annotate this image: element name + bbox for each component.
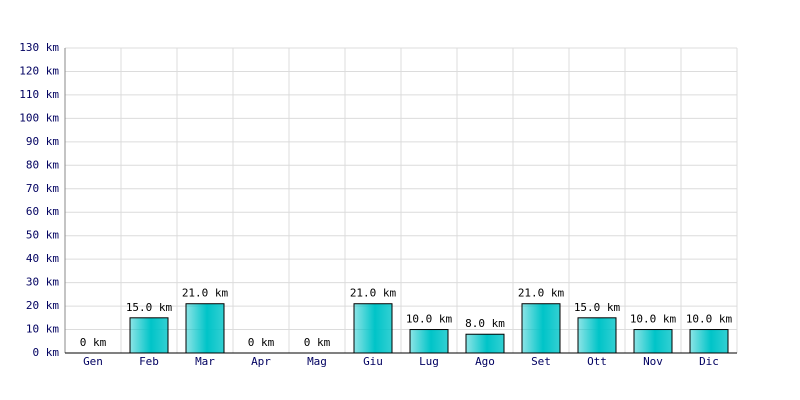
y-tick-label: 90 km xyxy=(26,135,59,148)
y-tick-label: 20 km xyxy=(26,299,59,312)
y-tick-label: 70 km xyxy=(26,182,59,195)
y-tick-label: 130 km xyxy=(19,41,59,54)
x-tick-label: Gen xyxy=(83,355,103,368)
bar xyxy=(129,317,169,354)
x-tick-label: Giu xyxy=(363,355,383,368)
value-label: 21.0 km xyxy=(350,287,397,300)
value-label: 15.0 km xyxy=(574,301,621,314)
bar xyxy=(353,303,393,354)
value-label: 21.0 km xyxy=(182,287,229,300)
value-label: 10.0 km xyxy=(686,313,733,326)
x-tick-label: Dic xyxy=(699,355,719,368)
value-label: 15.0 km xyxy=(126,301,173,314)
x-tick-label: Ago xyxy=(475,355,495,368)
value-label: 10.0 km xyxy=(630,313,677,326)
value-label: 0 km xyxy=(80,336,107,349)
bar xyxy=(633,329,673,354)
y-tick-label: 80 km xyxy=(26,158,59,171)
y-tick-label: 40 km xyxy=(26,252,59,265)
y-tick-label: 30 km xyxy=(26,276,59,289)
value-label: 0 km xyxy=(304,336,331,349)
x-tick-label: Feb xyxy=(139,355,159,368)
y-tick-label: 120 km xyxy=(19,64,59,77)
bar xyxy=(465,333,505,354)
bar xyxy=(409,329,449,354)
y-tick-label: 60 km xyxy=(26,205,59,218)
bar xyxy=(185,303,225,354)
y-tick-label: 0 km xyxy=(33,346,60,359)
x-tick-label: Mar xyxy=(195,355,215,368)
value-label: 8.0 km xyxy=(465,317,505,330)
value-label: 10.0 km xyxy=(406,313,453,326)
x-tick-label: Set xyxy=(531,355,551,368)
value-label: 21.0 km xyxy=(518,287,565,300)
y-tick-label: 100 km xyxy=(19,111,59,124)
bar xyxy=(689,329,729,354)
x-tick-label: Apr xyxy=(251,355,271,368)
value-label: 0 km xyxy=(248,336,275,349)
x-tick-label: Lug xyxy=(419,355,439,368)
x-tick-label: Ott xyxy=(587,355,607,368)
bar xyxy=(521,303,561,354)
y-tick-label: 110 km xyxy=(19,88,59,101)
bar xyxy=(577,317,617,354)
y-tick-label: 50 km xyxy=(26,229,59,242)
x-tick-label: Nov xyxy=(643,355,663,368)
y-tick-label: 10 km xyxy=(26,323,59,336)
x-tick-label: Mag xyxy=(307,355,327,368)
